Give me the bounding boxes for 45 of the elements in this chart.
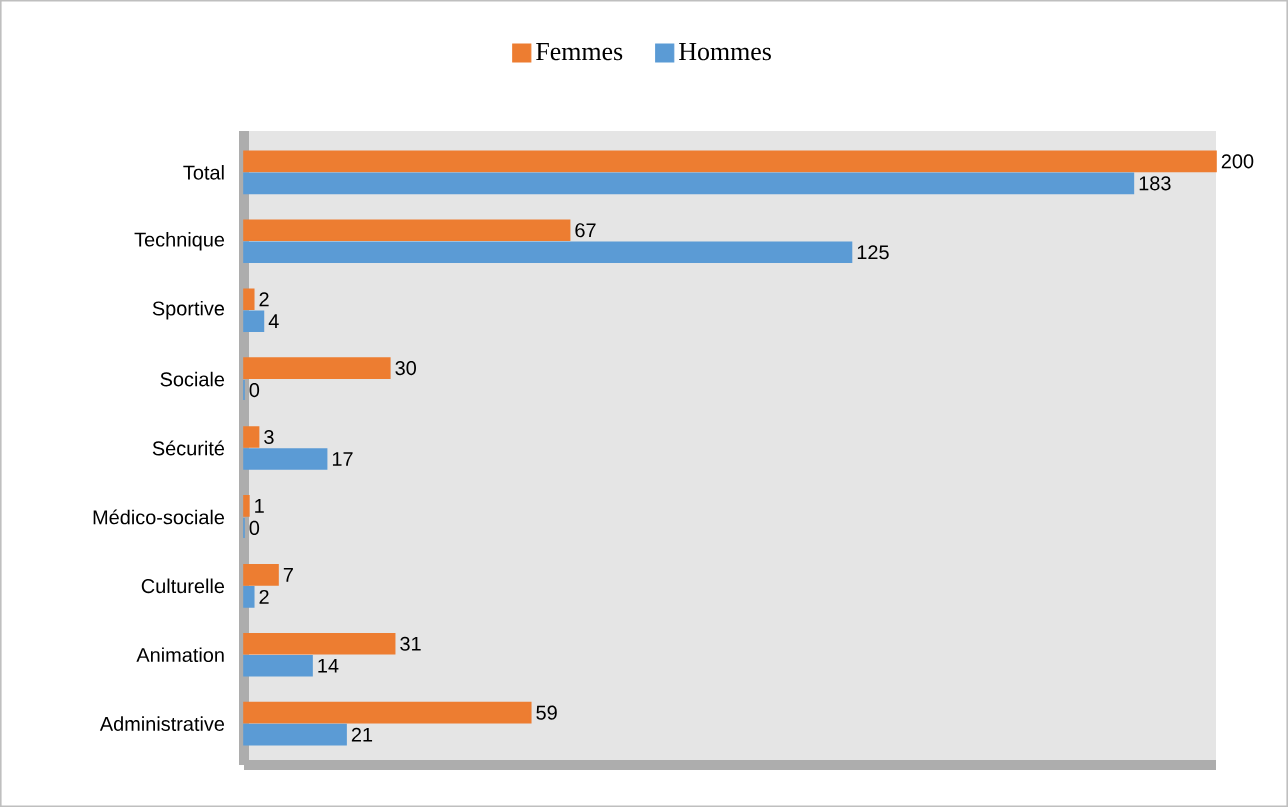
bar (243, 654, 313, 677)
bar (243, 172, 1135, 195)
bar (243, 564, 279, 586)
data-label: 31 (400, 636, 421, 651)
data-label: 2 (259, 589, 269, 604)
y-tick-label: Sportive (152, 300, 225, 320)
bar (243, 241, 853, 264)
y-tick-label: Administrative (99, 716, 225, 731)
y-tick-label: Sécurité (152, 440, 225, 456)
y-tick-label: Culturelle (141, 578, 225, 594)
data-label: 2 (259, 292, 269, 307)
bar (243, 150, 1217, 173)
bar (243, 586, 255, 608)
y-tick-label: Sociale (160, 371, 225, 387)
data-label: 0 (249, 520, 260, 535)
data-label: 1 (255, 499, 264, 513)
bar (243, 288, 255, 310)
bar (243, 310, 265, 332)
y-tick-label: Animation (136, 647, 224, 663)
legend-label: Femmes (536, 43, 623, 61)
data-label: 3 (264, 429, 274, 445)
data-label: 7 (283, 567, 293, 582)
data-label: 183 (1139, 176, 1171, 191)
y-tick-label: Total (183, 165, 224, 180)
legend-label: Hommes (679, 43, 771, 61)
data-label: 67 (575, 223, 596, 238)
data-label: 0 (249, 383, 260, 398)
data-label: 30 (395, 361, 416, 376)
bar (243, 426, 260, 448)
data-label: 200 (1221, 154, 1254, 169)
data-label: 17 (332, 452, 353, 466)
bar (243, 723, 347, 746)
bar (243, 632, 396, 655)
bar (243, 219, 571, 242)
data-label: 125 (857, 245, 889, 260)
bar (243, 448, 328, 470)
bar (243, 495, 250, 517)
data-label: 4 (268, 314, 279, 329)
y-tick-label: Technique (134, 231, 225, 251)
bar (243, 357, 391, 379)
data-label: 59 (536, 705, 557, 720)
data-label: 14 (318, 658, 339, 673)
y-tick-label: Médico-sociale (93, 509, 225, 525)
bar (243, 701, 532, 724)
data-label: 21 (351, 727, 373, 742)
